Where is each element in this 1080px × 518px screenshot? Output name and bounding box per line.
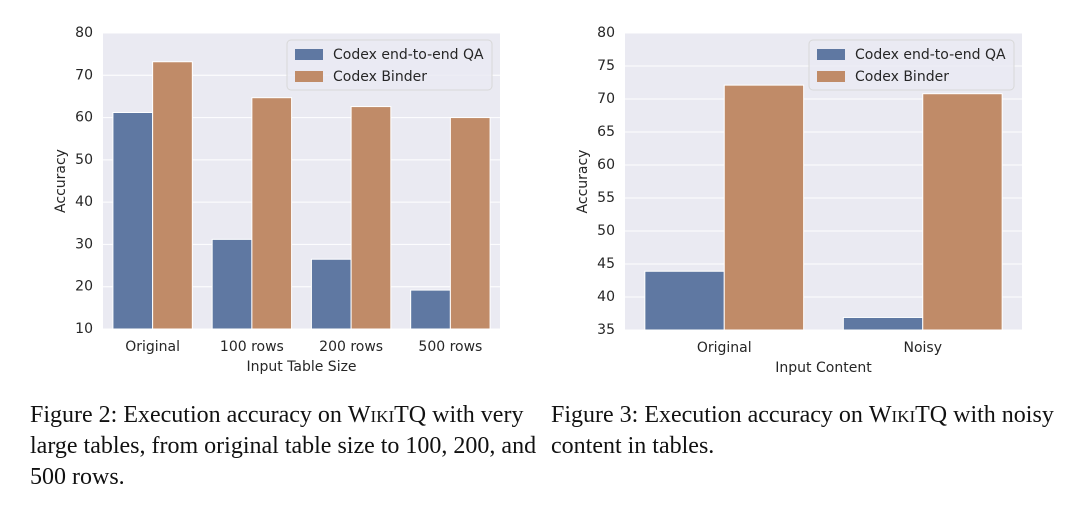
x-axis-label: Input Table Size: [246, 359, 356, 375]
bar: [842, 316, 924, 331]
caption-text: Figure 3: Execution accuracy on: [551, 402, 869, 428]
y-axis-label: Accuracy: [575, 150, 591, 214]
y-tick-label: 60: [597, 157, 615, 173]
caption-text: WikiTQ: [868, 402, 948, 428]
y-tick-label: 80: [75, 25, 93, 41]
legend-label: Codex end-to-end QA: [333, 47, 484, 63]
bar: [251, 97, 293, 330]
caption-text: with noisy content in tables.: [551, 402, 1054, 459]
y-tick-label: 65: [597, 124, 615, 140]
bar: [310, 258, 352, 330]
legend-box: [286, 39, 493, 91]
caption-text: with very large tables, from original ta…: [30, 402, 537, 490]
y-tick-label: 80: [597, 25, 615, 41]
x-tick-label: Original: [697, 340, 752, 356]
caption: Figure 2: Execution accuracy on WikiTQ w…: [30, 400, 540, 493]
bar: [644, 270, 725, 331]
legend-label: Codex Binder: [333, 69, 427, 85]
y-tick-label: 40: [597, 289, 615, 305]
x-tick-label: Noisy: [903, 340, 942, 356]
x-tick-label: Original: [125, 339, 180, 355]
y-tick-label: 70: [75, 67, 93, 83]
y-tick-label: 10: [75, 321, 93, 337]
figures: 10 20 30 40 50 60 70 80 Original 100 rows 200 rows…: [53, 25, 1022, 376]
y-tick-label: 60: [75, 110, 93, 126]
caption: Figure 3: Execution accuracy on WikiTQ w…: [551, 400, 1061, 462]
bar: [350, 106, 392, 330]
caption-text: Figure 2: Execution accuracy on: [30, 402, 348, 428]
y-tick-label: 40: [75, 194, 93, 210]
legend-box: [808, 39, 1015, 91]
y-tick-label: 35: [597, 322, 615, 338]
x-axis-label: Input Content: [775, 360, 872, 376]
y-tick-label: 75: [597, 58, 615, 74]
y-tick-label: 50: [597, 223, 615, 239]
y-tick-label: 70: [597, 91, 615, 107]
y-tick-label: 50: [75, 152, 93, 168]
bar: [152, 61, 193, 330]
y-tick-label: 45: [597, 256, 615, 272]
legend-label: Codex end-to-end QA: [855, 47, 1006, 63]
y-axis-label: Accuracy: [53, 149, 69, 213]
bar: [449, 117, 491, 330]
bar: [723, 84, 805, 331]
y-tick-label: 30: [75, 236, 93, 252]
legend-label: Codex Binder: [855, 69, 949, 85]
legend-swatch: [295, 49, 323, 60]
bar: [112, 111, 154, 330]
x-tick-label: 500 rows: [418, 339, 482, 355]
legend-swatch: [817, 49, 845, 60]
legend-swatch: [817, 71, 845, 82]
bar: [410, 289, 451, 330]
x-tick-label: 100 rows: [220, 339, 284, 355]
y-tick-label: 55: [597, 190, 615, 206]
bar: [211, 238, 253, 330]
y-tick-label: 20: [75, 279, 93, 295]
bar: [922, 93, 1003, 331]
caption-text: WikiTQ: [347, 402, 427, 428]
x-tick-label: 200 rows: [319, 339, 383, 355]
legend-swatch: [295, 71, 323, 82]
